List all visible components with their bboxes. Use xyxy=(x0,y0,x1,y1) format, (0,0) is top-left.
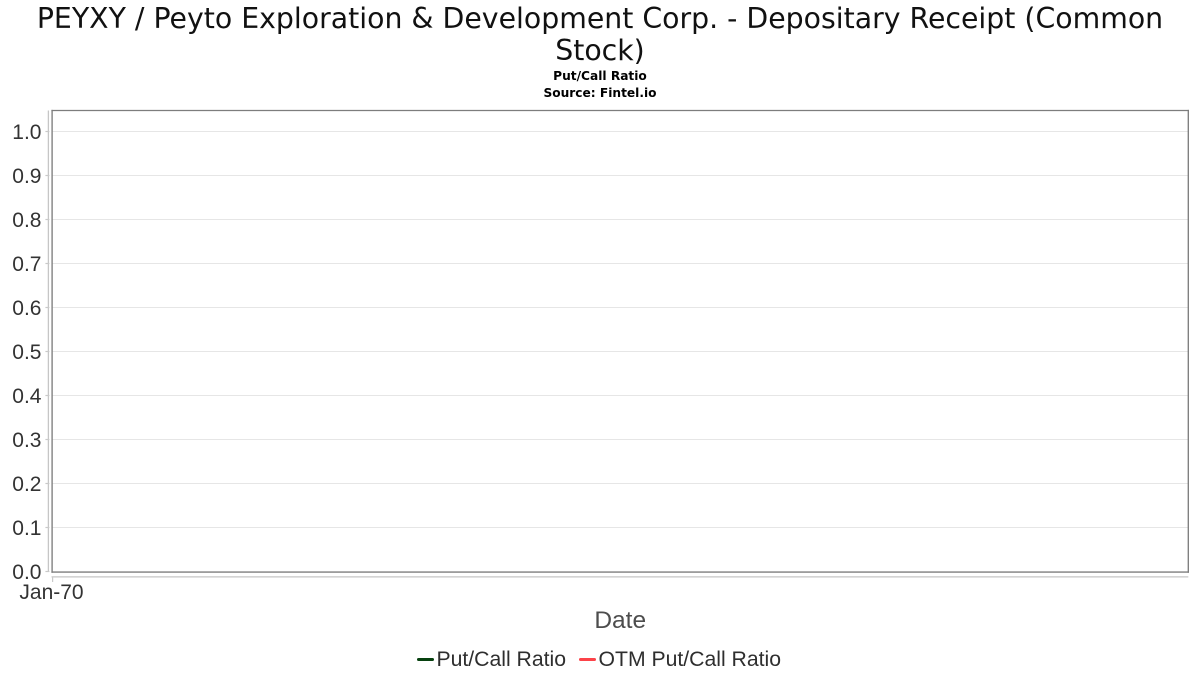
chart-source-note: Source: Fintel.io xyxy=(543,85,657,100)
legend-item[interactable]: OTM Put/Call Ratio xyxy=(579,647,782,671)
y-tick-label: 0.5 xyxy=(12,341,41,364)
x-tick-label: Jan-70 xyxy=(19,581,83,604)
y-tick-label: 0.9 xyxy=(12,165,41,188)
legend-label: OTM Put/Call Ratio xyxy=(598,647,782,671)
y-tick-label: 0.8 xyxy=(12,209,41,232)
y-tick-label: 0.4 xyxy=(12,385,42,408)
legend-swatch xyxy=(579,657,597,661)
y-tick-label: 0.6 xyxy=(12,297,41,320)
y-tick-label: 1.0 xyxy=(12,121,41,144)
chart-title: PEYXY / Peyto Exploration & Development … xyxy=(36,2,1164,68)
y-tick-label: 0.1 xyxy=(12,517,41,540)
y-tick-label: 0.7 xyxy=(12,253,41,276)
y-tick-label: 0.3 xyxy=(12,429,41,452)
y-tick-label: 0.2 xyxy=(12,473,41,496)
chart-subtitle: Put/Call Ratio xyxy=(553,69,647,84)
legend-label: Put/Call Ratio xyxy=(436,647,567,671)
x-axis-title: Date xyxy=(594,607,647,635)
legend-item[interactable]: Put/Call Ratio xyxy=(416,647,567,671)
legend-swatch xyxy=(416,657,434,661)
legend: Put/Call Ratio OTM Put/Call Ratio xyxy=(0,646,1198,672)
y-tick-label: 0.0 xyxy=(12,561,41,584)
